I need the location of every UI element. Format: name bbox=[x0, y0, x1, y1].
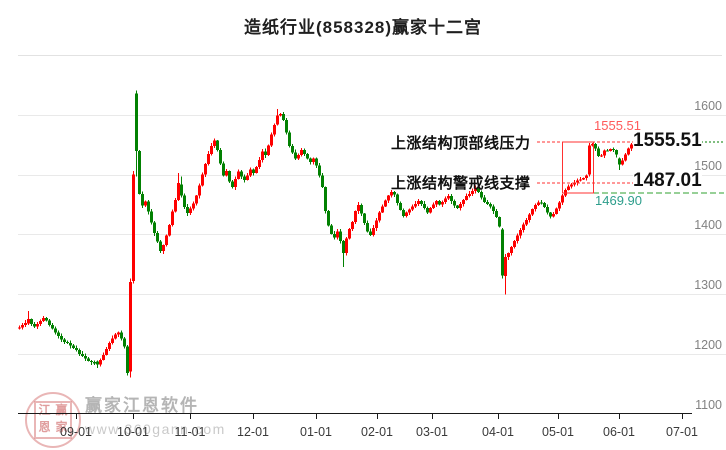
x-axis-label: 09-01 bbox=[60, 425, 92, 439]
y-axis-label: 1600 bbox=[694, 99, 722, 113]
x-axis-label: 04-01 bbox=[482, 425, 514, 439]
title-divider bbox=[18, 55, 722, 56]
seal-char: 家 bbox=[55, 420, 68, 434]
y-axis-label: 1400 bbox=[694, 218, 722, 232]
price-label-resistance-small: 1555.51 bbox=[594, 118, 641, 133]
annotation-support: 上涨结构警戒线支撑 bbox=[391, 175, 531, 192]
watermark-seal: 江 赢 恩 家 bbox=[25, 392, 81, 448]
x-axis-label: 10-01 bbox=[117, 425, 149, 439]
x-axis-label: 11-01 bbox=[174, 425, 206, 439]
x-axis-label: 06-01 bbox=[603, 425, 635, 439]
watermark-brand-text: 赢家江恩软件 bbox=[85, 396, 199, 415]
price-label-support-green: 1469.90 bbox=[595, 193, 642, 208]
y-axis-label: 1200 bbox=[694, 338, 722, 352]
x-axis-label: 12-01 bbox=[237, 425, 269, 439]
y-axis-label: 1300 bbox=[694, 278, 722, 292]
chart-title: 造纸行业(858328)赢家十二宫 bbox=[243, 18, 483, 37]
seal-char: 恩 bbox=[38, 420, 51, 434]
annotation-resistance: 上涨结构顶部线压力 bbox=[391, 135, 531, 152]
watermark-site-text: www.360gann.com bbox=[85, 421, 226, 437]
x-axis-label: 03-01 bbox=[416, 425, 448, 439]
watermark-seal-square: 江 赢 恩 家 bbox=[34, 401, 72, 439]
y-axis-label: 1100 bbox=[695, 398, 722, 412]
x-axis-label: 02-01 bbox=[361, 425, 393, 439]
x-axis-label: 01-01 bbox=[300, 425, 332, 439]
x-axis-label: 05-01 bbox=[542, 425, 574, 439]
y-axis-label: 1500 bbox=[694, 159, 722, 173]
x-axis-label: 07-01 bbox=[666, 425, 698, 439]
price-label-warning-bold: 1487.01 bbox=[633, 170, 702, 191]
price-label-resistance-bold: 1555.51 bbox=[633, 130, 702, 151]
